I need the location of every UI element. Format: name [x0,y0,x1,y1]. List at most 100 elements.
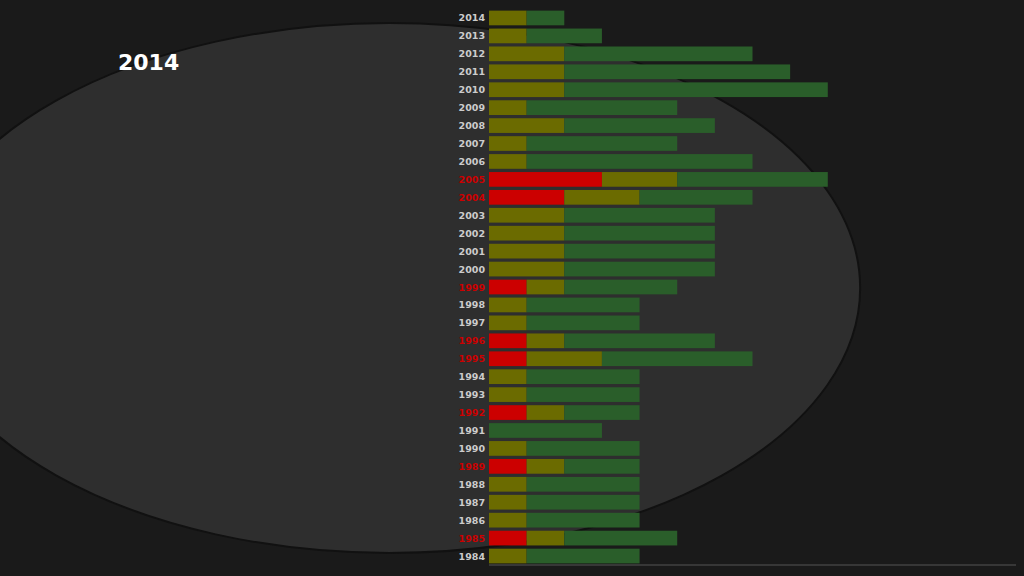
bar-segment [489,495,527,510]
bar-segment [489,513,527,528]
bar-segment [640,190,753,205]
bar-segment [489,262,564,277]
bar-segment [564,64,790,79]
bar-segment [527,549,640,564]
tick-label: 2005 [459,174,485,185]
tick-label: 1993 [459,389,485,400]
bar-segment [527,459,565,474]
bar-segment [527,369,640,384]
tick-label: 1991 [459,425,485,436]
tick-label: 2012 [459,48,485,59]
tick-label: 2001 [459,246,485,257]
x-axis-line [489,565,1016,566]
bar-segment [564,208,715,223]
bar-segment [489,423,602,438]
bar-segment [489,441,527,456]
bar-segment [527,11,565,26]
tick-label: 1999 [459,282,485,293]
title: 2014 [118,50,179,75]
bar-segment [489,298,527,313]
bar-segment [527,405,565,420]
tick-label: 1990 [459,443,486,454]
bar-segment [527,136,678,151]
bar-segment [489,64,564,79]
tick-label: 2013 [459,30,485,41]
bar-segment [489,531,527,546]
tick-label: 2002 [459,228,485,239]
bar-segment [527,441,640,456]
bar-segment [489,226,564,241]
bar-segment [527,495,640,510]
tick-label: 1995 [459,353,485,364]
tick-label: 2010 [459,84,486,95]
globe [0,23,860,553]
bar-segment [489,316,527,331]
bar-segment [527,513,640,528]
bar-segment [489,477,527,492]
tick-label: 1996 [459,335,486,346]
bars [489,11,828,564]
bar-segment [489,549,527,564]
bar-segment [564,459,639,474]
tick-label: 1985 [459,533,485,544]
bar-segment [489,208,564,223]
bar-segment [489,280,527,295]
bar-segment [489,459,527,474]
bar-segment [564,82,828,97]
bar-segment [489,172,602,187]
bar-segment [489,82,564,97]
bar-segment [677,172,828,187]
bar-segment [489,154,527,169]
bar-segment [527,387,640,402]
bar-segment [527,333,565,348]
bar-segment [564,190,639,205]
tick-label: 2011 [459,66,485,77]
bar-segment [489,405,527,420]
bar-segment [489,333,527,348]
bar-segment [527,29,602,44]
bar-segment [564,333,715,348]
bar-segment [527,100,678,115]
tick-label: 1984 [459,551,486,562]
bar-segment [527,531,565,546]
bar-segment [489,244,564,259]
tick-label: 1988 [459,479,486,490]
bar-segment [564,262,715,277]
chart: 2014198419851986198719881989199019911992… [0,0,1024,576]
tick-label: 2007 [459,138,485,149]
bar-segment [564,46,752,61]
tick-label: 1994 [459,371,486,382]
bar-segment [527,154,753,169]
tick-label: 1998 [459,299,486,310]
bar-segment [527,298,640,313]
bar-segment [489,29,527,44]
bar-segment [564,226,715,241]
tick-label: 1997 [459,317,485,328]
bar-segment [489,136,527,151]
bar-segment [564,280,677,295]
tick-label: 2008 [459,120,486,131]
bar-segment [564,405,639,420]
bar-segment [489,369,527,384]
bar-segment [602,351,753,366]
bar-segment [489,11,527,26]
bar-segment [602,172,677,187]
tick-label: 2003 [459,210,485,221]
bar-segment [489,118,564,133]
bar-segment [527,351,602,366]
tick-label: 2004 [459,192,486,203]
bar-segment [527,280,565,295]
tick-label: 1987 [459,497,485,508]
bar-segment [489,387,527,402]
bar-segment [564,244,715,259]
bar-segment [489,100,527,115]
bar-segment [489,46,564,61]
tick-label: 2009 [459,102,485,113]
bar-segment [527,477,640,492]
bar-segment [527,316,640,331]
tick-label: 2014 [459,12,486,23]
bar-segment [564,531,677,546]
tick-label: 2006 [459,156,486,167]
tick-label: 1992 [459,407,485,418]
bar-segment [489,190,564,205]
